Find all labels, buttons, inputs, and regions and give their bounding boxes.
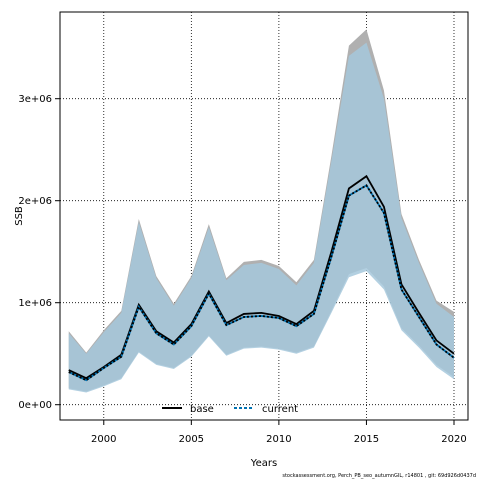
y-tick-label: 3e+06 — [18, 94, 52, 105]
y-axis-title: SSB — [14, 206, 25, 226]
confidence-bands — [68, 29, 454, 393]
y-tick-label: 2e+06 — [18, 196, 52, 207]
y-tick-label: 1e+06 — [18, 298, 52, 309]
line-current-dash — [68, 184, 455, 382]
x-axis-title: Years — [250, 458, 277, 469]
x-tick-label: 2000 — [91, 434, 116, 445]
x-tick-label: 2010 — [266, 434, 291, 445]
plot-frame — [59, 11, 469, 421]
y-tick-label: 0e+00 — [18, 400, 52, 411]
y-axis-ticks: 0e+00 1e+06 2e+06 3e+06 — [18, 94, 60, 411]
legend: base current — [162, 404, 298, 415]
footer-note: stockassessment.org, Perch_PB_seo_autumn… — [282, 473, 476, 479]
band-current — [68, 42, 454, 393]
legend-current-label: current — [262, 404, 298, 415]
series-lines — [68, 174, 455, 382]
legend-base-label: base — [190, 404, 214, 415]
x-tick-label: 2020 — [441, 434, 466, 445]
x-tick-label: 2005 — [179, 434, 204, 445]
x-tick-label: 2015 — [354, 434, 379, 445]
x-axis-ticks: 2000 2005 2010 2015 2020 — [91, 420, 467, 445]
